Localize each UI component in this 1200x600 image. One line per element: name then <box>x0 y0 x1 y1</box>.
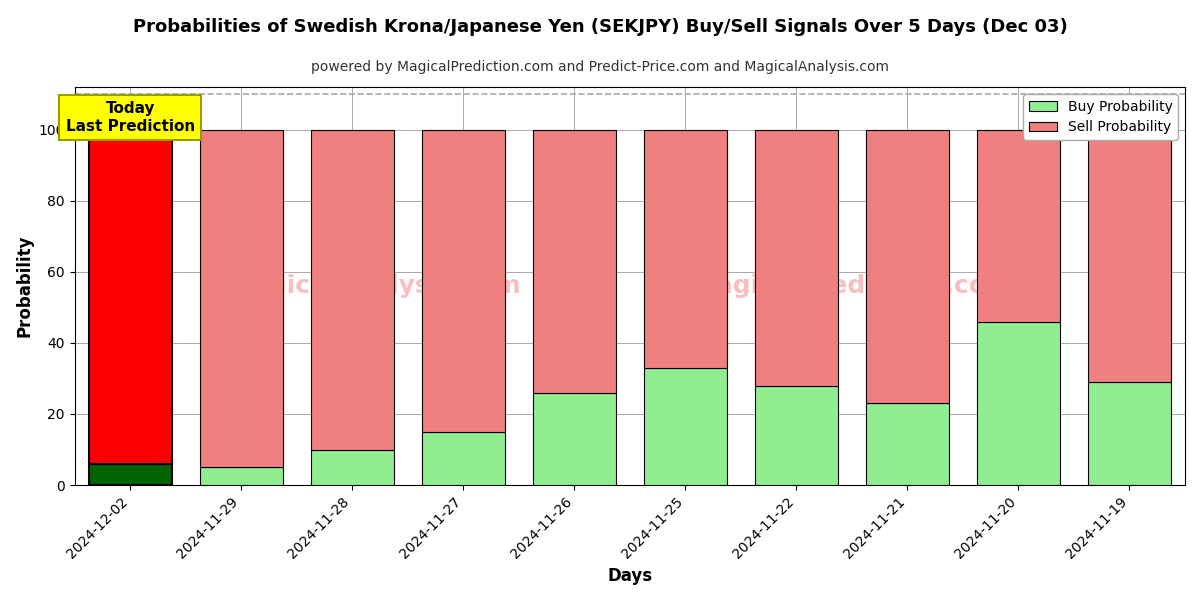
Text: MagicalPrediction.com: MagicalPrediction.com <box>691 274 1013 298</box>
Text: Today
Last Prediction: Today Last Prediction <box>66 101 194 134</box>
Bar <box>865 403 949 485</box>
X-axis label: Days: Days <box>607 567 653 585</box>
Bar <box>421 130 505 432</box>
Bar <box>977 322 1060 485</box>
Bar <box>755 386 838 485</box>
Bar <box>533 130 616 392</box>
Bar <box>1088 382 1171 485</box>
Bar <box>199 130 283 467</box>
Y-axis label: Probability: Probability <box>16 235 34 337</box>
Bar <box>199 467 283 485</box>
Bar <box>533 392 616 485</box>
Legend: Buy Probability, Sell Probability: Buy Probability, Sell Probability <box>1024 94 1178 140</box>
Bar <box>421 432 505 485</box>
Bar <box>755 130 838 386</box>
Bar <box>311 130 394 449</box>
Bar <box>89 464 172 485</box>
Bar <box>977 130 1060 322</box>
Bar <box>311 449 394 485</box>
Text: powered by MagicalPrediction.com and Predict-Price.com and MagicalAnalysis.com: powered by MagicalPrediction.com and Pre… <box>311 60 889 74</box>
Text: Probabilities of Swedish Krona/Japanese Yen (SEKJPY) Buy/Sell Signals Over 5 Day: Probabilities of Swedish Krona/Japanese … <box>133 18 1067 36</box>
Text: MagicalAnalysis.com: MagicalAnalysis.com <box>228 274 521 298</box>
Bar <box>643 130 727 368</box>
Bar <box>643 368 727 485</box>
Bar <box>865 130 949 403</box>
Bar <box>1088 130 1171 382</box>
Bar <box>89 130 172 464</box>
